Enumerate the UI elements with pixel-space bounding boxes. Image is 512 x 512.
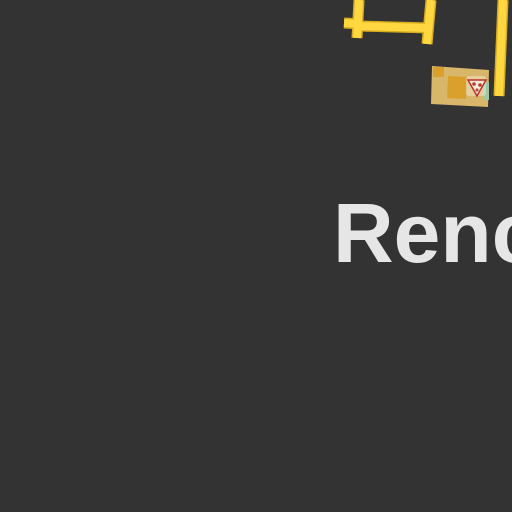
road-fill-east-vertical [495, 0, 507, 97]
road-network [343, 0, 509, 97]
road-fill-horizontal [356, 22, 431, 32]
road-fill-west-vertical [353, 0, 363, 39]
road-fill-middle-vertical [423, 0, 435, 45]
road-fills [343, 0, 507, 97]
park-strip [484, 82, 489, 100]
building-block [431, 66, 489, 107]
building-accent-small [433, 67, 444, 77]
building-accent-main [447, 76, 467, 99]
pizza-slice-icon[interactable] [466, 76, 488, 98]
place-label: Renc [333, 186, 512, 280]
